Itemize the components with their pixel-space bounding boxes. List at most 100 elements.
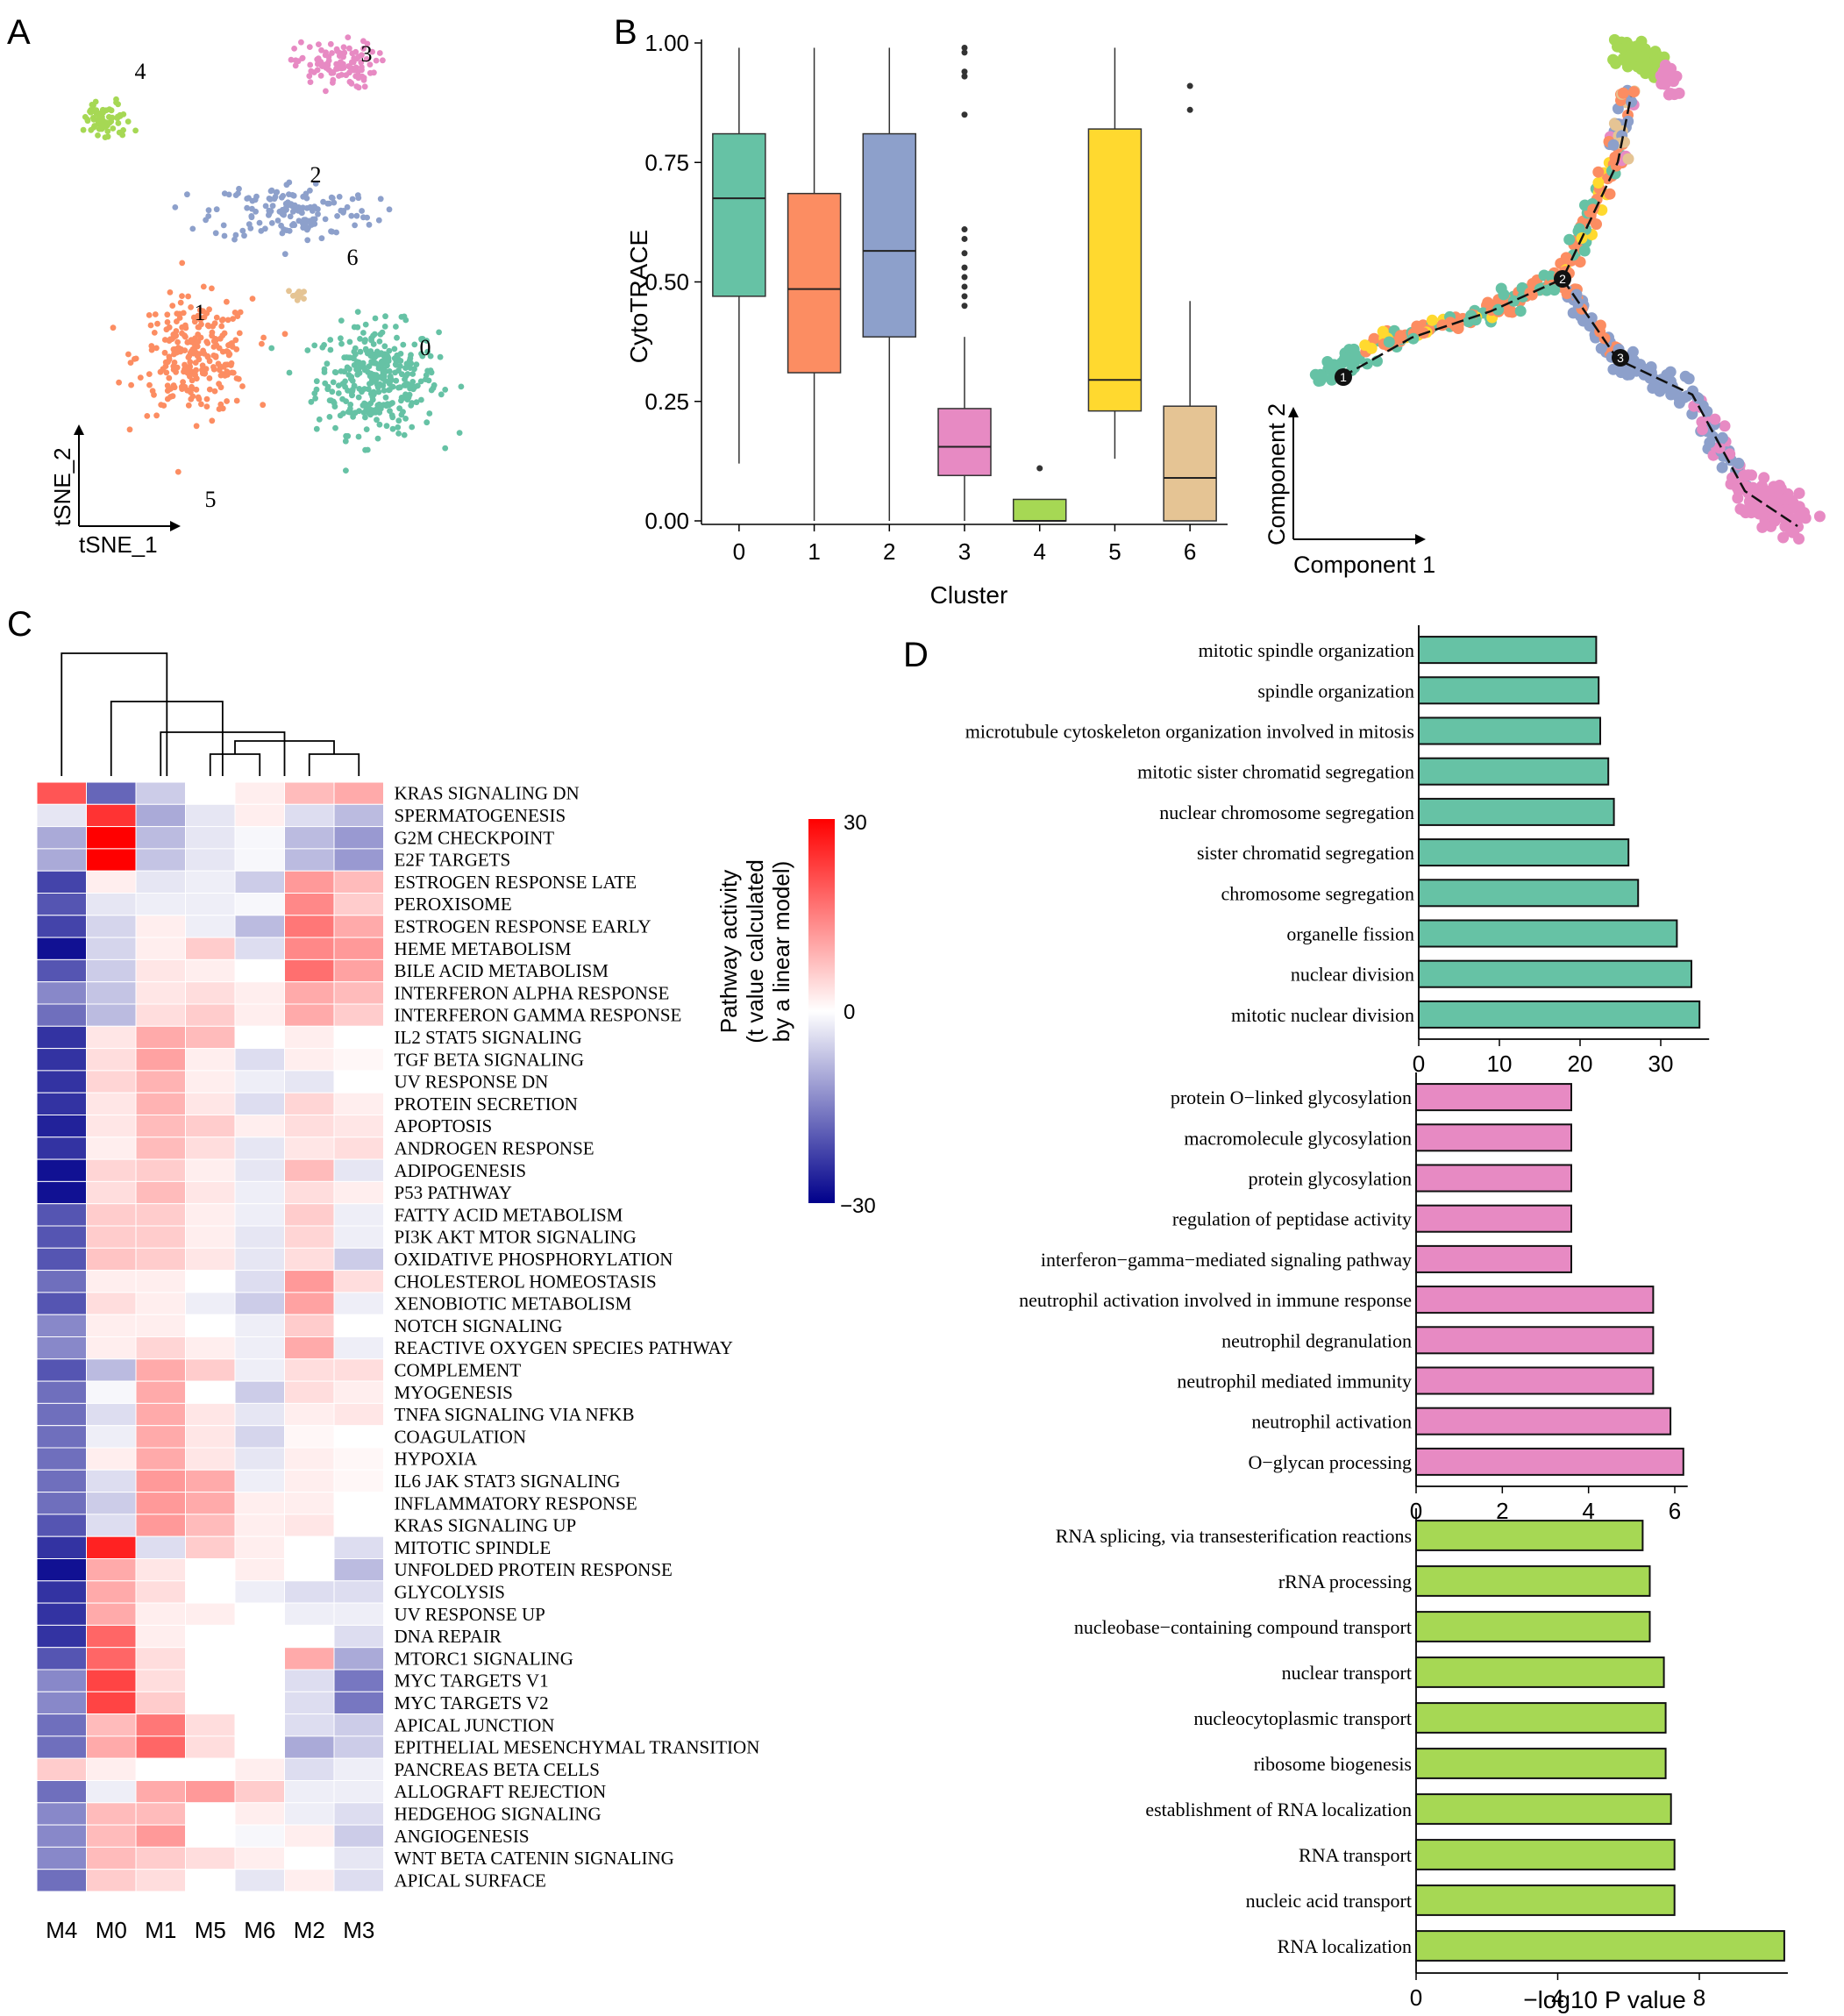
trajectory-point — [1444, 317, 1456, 329]
tsne-point-c0 — [458, 383, 465, 390]
go-green-bar — [1418, 1000, 1701, 1029]
tsne-point-c2 — [241, 232, 247, 239]
heatmap-row-label: CHOLESTEROL HOMEOSTASIS — [395, 1271, 657, 1292]
heatmap-cell — [284, 937, 335, 960]
boxplot-outlier — [961, 44, 968, 51]
tsne-point-c1 — [218, 323, 225, 330]
heatmap-cell — [135, 1247, 186, 1272]
tsne-point-c4 — [119, 132, 126, 139]
heatmap-cell — [333, 981, 384, 1005]
tsne-point-c2 — [315, 210, 321, 217]
heatmap-cell — [135, 1314, 186, 1337]
heatmap-cell — [86, 1203, 137, 1227]
tsne-point-c2 — [273, 189, 280, 196]
tsne-point-c0 — [376, 362, 382, 369]
heatmap-cell — [333, 1402, 384, 1427]
tsne-point-c4 — [109, 114, 116, 121]
heatmap-cell — [135, 1447, 186, 1471]
boxplot-outlier — [961, 283, 968, 290]
tsne-point-c2 — [353, 212, 360, 219]
tsne-point-c3 — [348, 81, 355, 87]
heatmap-row-label: PI3K AKT MTOR SIGNALING — [395, 1227, 637, 1248]
heatmap-cell — [284, 1824, 335, 1848]
tsne-point-c2 — [329, 195, 336, 202]
heatmap-cell — [135, 1092, 186, 1115]
heatmap-cell — [86, 1735, 137, 1759]
heatmap-cell — [333, 1180, 384, 1205]
heatmap-cell — [284, 848, 335, 872]
tsne-cluster-label: 5 — [205, 487, 217, 512]
heatmap-cell — [234, 1713, 285, 1737]
tsne-point-c3 — [292, 62, 299, 69]
heatmap-cell — [284, 893, 335, 916]
tsne-point-c1 — [137, 374, 144, 381]
heatmap-cell — [284, 1535, 335, 1559]
heatmap-cell — [284, 1647, 335, 1671]
tsne-point-c2 — [300, 193, 307, 200]
tsne-point-c3 — [360, 75, 367, 82]
heatmap-row-label: HEDGEHOG SIGNALING — [395, 1804, 602, 1825]
tsne-point-c0 — [343, 467, 349, 474]
tsne-point-c1 — [228, 360, 235, 367]
tsne-point-c1 — [167, 289, 174, 296]
boxplot-outlier — [961, 303, 968, 310]
tsne-point-c4 — [120, 127, 127, 133]
go-lime-category-label: rRNA processing — [1278, 1571, 1412, 1592]
heatmap-column-label: M5 — [195, 1917, 226, 1943]
tsne-point-c3 — [337, 50, 343, 56]
heatmap-cell — [36, 1314, 87, 1337]
tsne-plot: 0 1 2 3 4 5 6 tSNE_1 tSNE_2 — [49, 34, 465, 558]
tsne-point-c1 — [128, 381, 135, 388]
go-green-category-label: spindle organization — [1257, 680, 1414, 702]
tsne-point-c0 — [342, 378, 348, 385]
heatmap-cell — [185, 1535, 236, 1559]
heatmap-cell — [333, 1869, 384, 1892]
boxplot-outlier — [1186, 106, 1193, 113]
tsne-point-c3 — [337, 61, 344, 68]
boxplot-y-axis: 0.00 0.25 0.50 0.75 1.00 — [644, 30, 1228, 534]
heatmap-cell — [36, 1824, 87, 1848]
heatmap-cell — [234, 1514, 285, 1537]
go-green-category-label: organelle fission — [1286, 923, 1414, 945]
heatmap-cell — [86, 1048, 137, 1072]
tsne-point-c1 — [180, 379, 187, 385]
heatmap-cell — [86, 1270, 137, 1293]
heatmap-cell — [234, 1580, 285, 1604]
tsne-point-c0 — [362, 446, 368, 453]
tsne-point-c0 — [330, 398, 337, 405]
tsne-point-c0 — [388, 376, 395, 382]
heatmap-cell — [284, 781, 335, 805]
go-pink-category-label: neutrophil activation involved in immune… — [1019, 1289, 1412, 1311]
heatmap-cell — [36, 803, 87, 828]
heatmap-cell — [185, 1402, 236, 1427]
tsne-point-c1 — [185, 293, 192, 300]
tsne-point-c0 — [362, 337, 368, 344]
tsne-point-c0 — [378, 350, 385, 357]
trajectory-point — [1604, 188, 1616, 200]
heatmap-cell — [185, 1380, 236, 1404]
tsne-point-c3 — [307, 61, 314, 68]
heatmap-cell — [284, 1003, 335, 1027]
heatmap-cell — [284, 1735, 335, 1759]
heatmap-cell — [86, 1336, 137, 1360]
heatmap-cell — [284, 1780, 335, 1804]
heatmap-cell — [284, 1025, 335, 1050]
trajectory-point — [1733, 457, 1745, 469]
heatmap-cell — [185, 915, 236, 938]
heatmap-cell — [36, 1869, 87, 1892]
heatmap-row-label: FATTY ACID METABOLISM — [395, 1204, 623, 1225]
heatmap-cell — [135, 893, 186, 916]
heatmap-cell — [234, 848, 285, 872]
panel-letter-b: B — [614, 13, 637, 52]
heatmap-cell — [234, 1669, 285, 1692]
heatmap-cell — [333, 1580, 384, 1604]
tsne-point-c1 — [217, 363, 224, 370]
heatmap-cell — [36, 1780, 87, 1804]
heatmap-row-label: OXIDATIVE PHOSPHORYLATION — [395, 1249, 673, 1270]
heatmap-row-label: COMPLEMENT — [395, 1360, 522, 1381]
tsne-point-c0 — [338, 317, 345, 324]
tsne-point-c0 — [383, 423, 390, 430]
tsne-cluster-label: 2 — [310, 162, 322, 188]
heatmap-cell — [333, 1780, 384, 1804]
